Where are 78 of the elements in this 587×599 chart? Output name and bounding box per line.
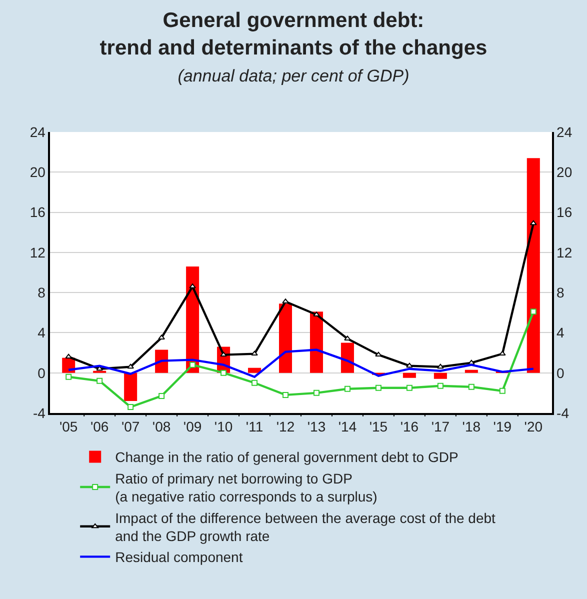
point	[375, 384, 382, 391]
y2-tick-label: 4	[556, 324, 565, 341]
x-tick-label: '15	[369, 418, 388, 435]
point	[406, 362, 413, 368]
x-tick-label: '16	[400, 418, 419, 435]
point	[530, 220, 537, 226]
point	[65, 354, 72, 359]
point	[499, 350, 506, 356]
bar	[248, 368, 262, 373]
point	[127, 364, 134, 369]
y-tick-label: 8	[38, 284, 46, 300]
y-tick-label: 20	[30, 164, 46, 180]
x-tick-label: '14	[338, 418, 357, 435]
y2-tick-label: 16	[556, 204, 572, 220]
point	[313, 312, 320, 316]
y2-tick-label: -4	[556, 404, 570, 421]
point	[96, 378, 103, 384]
point	[344, 386, 350, 392]
point	[220, 370, 227, 376]
point	[251, 350, 258, 356]
bar	[402, 372, 416, 378]
x-tick-label: '11	[246, 418, 264, 435]
point	[158, 334, 165, 340]
y2-tick-label: 24	[556, 124, 572, 140]
x-tick-label: '05	[59, 418, 78, 435]
legend-label: Change in the ratio of general government debt to GDP	[115, 449, 458, 466]
bar	[124, 372, 138, 401]
y2-tick-label: 20	[556, 164, 572, 180]
bar	[464, 370, 478, 373]
point	[344, 336, 351, 340]
chart-subtitle: (annual data; per cent of GDP)	[178, 66, 410, 86]
y-tick-label: 12	[30, 244, 46, 260]
bar	[526, 158, 540, 373]
y-tick-label: -4	[32, 404, 46, 421]
point	[437, 364, 444, 369]
x-tick-label: '10	[214, 418, 233, 435]
y2-tick-label: 0	[556, 364, 565, 381]
x-tick-label: '08	[152, 418, 171, 435]
y-tick-label: 4	[38, 324, 46, 341]
legend-label: Ratio of primary net borrowing to GDP (a negative ratio corresponds to a surplus)	[115, 470, 378, 505]
y-tick-label: 0	[38, 364, 46, 381]
y2-tick-label: 12	[556, 244, 572, 260]
legend-label: Residual component	[115, 549, 243, 566]
x-tick-label: '06	[90, 418, 109, 435]
point	[189, 284, 196, 288]
point	[499, 388, 506, 394]
point	[66, 374, 72, 380]
bar	[340, 342, 354, 373]
point	[282, 392, 289, 398]
bar	[434, 372, 447, 379]
point	[468, 384, 474, 390]
point	[313, 390, 320, 396]
x-tick-label: '20	[524, 418, 543, 435]
point	[530, 308, 536, 315]
legend-label: Impact of the difference between the average cost of the debt and the GDP growth rate	[115, 510, 496, 544]
point	[375, 352, 382, 357]
y-tick-label: 16	[30, 204, 46, 220]
point	[190, 362, 196, 368]
line-series	[67, 348, 535, 378]
point	[252, 380, 258, 386]
bar	[279, 304, 292, 373]
point	[437, 382, 444, 389]
point	[282, 298, 289, 304]
y2-tick-label: 8	[556, 284, 565, 300]
bar	[310, 312, 323, 373]
chart-title: General government debt: trend and determinants of the changes	[100, 8, 488, 60]
x-tick-label: '07	[121, 418, 140, 435]
point	[406, 384, 412, 391]
x-tick-label: '18	[462, 418, 481, 435]
point	[220, 352, 227, 357]
x-tick-label: '17	[431, 418, 450, 435]
x-tick-label: '19	[493, 418, 512, 435]
x-tick-label: '13	[307, 418, 326, 435]
point	[128, 404, 134, 410]
y-tick-label: 24	[30, 124, 46, 140]
x-tick-label: '12	[276, 418, 295, 435]
point	[158, 392, 165, 399]
x-tick-label: '09	[183, 418, 202, 435]
